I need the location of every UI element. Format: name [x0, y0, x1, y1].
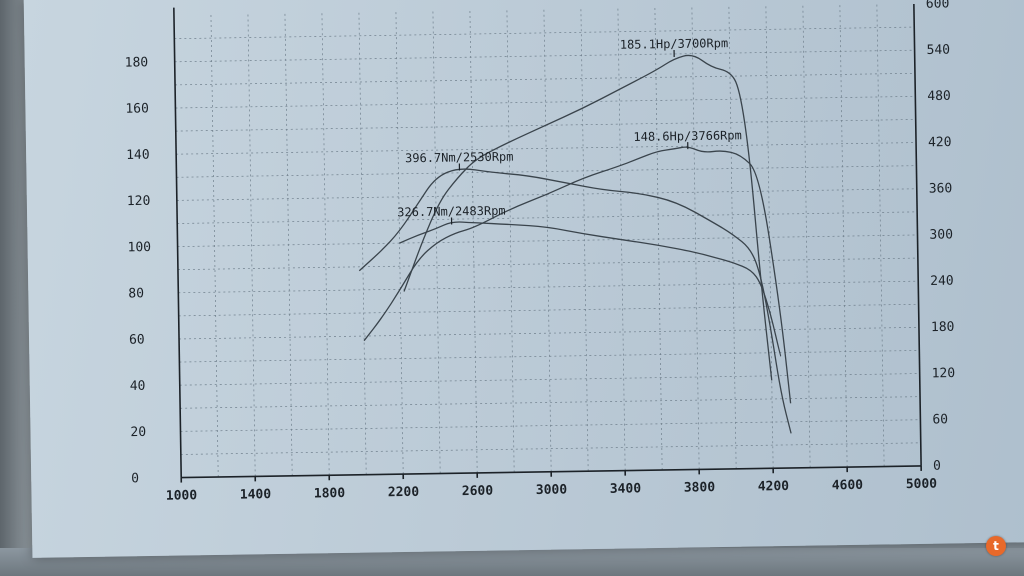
y-right-tick-label: 420 [928, 135, 952, 150]
annotation-label: 326.7Nm/2483Rpm [397, 204, 506, 220]
y-axis-right [913, 3, 922, 466]
chart-axes [173, 3, 923, 483]
grid-line-horizontal [176, 165, 917, 178]
x-tick-label: 5000 [906, 477, 938, 492]
x-tick-label: 3000 [536, 482, 568, 497]
grid-line-vertical [691, 7, 700, 470]
x-tick-label: 3400 [610, 481, 642, 496]
app-badge-icon: t [986, 536, 1006, 556]
grid-line-horizontal [177, 257, 918, 271]
x-tick-label: 1000 [166, 488, 198, 503]
grid-line-horizontal [180, 419, 921, 432]
y-left-tick-label: 120 [127, 194, 151, 209]
y-right-tick-label: 0 [933, 459, 941, 474]
grid-line-horizontal [180, 442, 921, 455]
y-axis-left [173, 7, 183, 478]
grid-line-vertical [247, 14, 256, 477]
y-left-tick-label: 100 [127, 240, 151, 255]
grid-line-horizontal [174, 49, 915, 63]
dyno-printout-paper: 1000 1400 1800 2200 2600 3000 3400 3800 4200 4600… [23, 0, 1024, 558]
grid-line-horizontal [175, 72, 915, 86]
y-right-tick-label: 240 [930, 274, 954, 289]
y-right-tick-label: 180 [931, 320, 955, 335]
y-left-tick-label: 160 [125, 101, 149, 116]
y-left-tick-label: 20 [130, 425, 146, 440]
y-right-tick-label: 540 [926, 43, 950, 58]
x-tick-label: 2600 [462, 484, 494, 499]
y-left-tick-label: 180 [125, 55, 149, 70]
x-tick-label: 1400 [240, 487, 272, 502]
chart-series [358, 54, 792, 434]
y-left-tick-label: 40 [130, 379, 146, 394]
chart-grid [174, 4, 921, 477]
chart-annotations: 185.1Hp/3700Rpm 148.6Hp/3766Rpm 396.7Nm/25… [397, 36, 742, 225]
x-tick-label: 4600 [832, 478, 864, 493]
x-tick-label: 4200 [758, 479, 790, 494]
y-left-tick-label: 80 [128, 286, 144, 301]
y-right-tick-label: 300 [929, 227, 953, 242]
y-right-tick-label: 60 [932, 412, 948, 427]
x-tick-label: 3800 [684, 480, 716, 495]
grid-line-vertical [802, 5, 811, 468]
y-right-tick-label: 600 [926, 0, 950, 12]
grid-line-horizontal [174, 26, 915, 40]
grid-line-horizontal [177, 234, 918, 247]
series-line-1 [403, 54, 773, 381]
chart-tick-labels: 1000 1400 1800 2200 2600 3000 3400 3800 4200 4600… [125, 0, 956, 504]
series-line-4 [399, 221, 782, 358]
grid-line-horizontal [177, 211, 918, 224]
x-tick-label: 2200 [388, 485, 420, 500]
annotation-label: 185.1Hp/3700Rpm [620, 36, 729, 52]
grid-line-vertical [506, 10, 515, 473]
x-tick-label: 1800 [314, 486, 346, 501]
grid-line-horizontal [179, 326, 919, 340]
y-left-tick-label: 60 [129, 333, 145, 348]
series-line-2 [363, 146, 792, 404]
grid-line-horizontal [179, 373, 920, 386]
y-left-tick-label: 0 [131, 471, 139, 486]
y-right-tick-label: 480 [927, 89, 951, 104]
y-right-tick-label: 120 [932, 366, 956, 381]
y-left-tick-label: 140 [126, 148, 150, 163]
grid-line-vertical [876, 4, 885, 467]
grid-line-horizontal [180, 396, 921, 409]
annotation-label: 396.7Nm/2530Rpm [405, 150, 514, 166]
grid-line-horizontal [175, 96, 916, 109]
grid-line-horizontal [178, 303, 919, 317]
grid-line-horizontal [176, 142, 917, 155]
dyno-chart: 1000 1400 1800 2200 2600 3000 3400 3800 4200 4600… [125, 0, 956, 504]
grid-line-horizontal [178, 280, 919, 294]
grid-line-vertical [321, 13, 330, 476]
grid-line-vertical [432, 11, 441, 474]
grid-line-horizontal [179, 350, 920, 363]
y-right-tick-label: 360 [929, 181, 953, 196]
annotation-label: 148.6Hp/3766Rpm [633, 128, 742, 144]
